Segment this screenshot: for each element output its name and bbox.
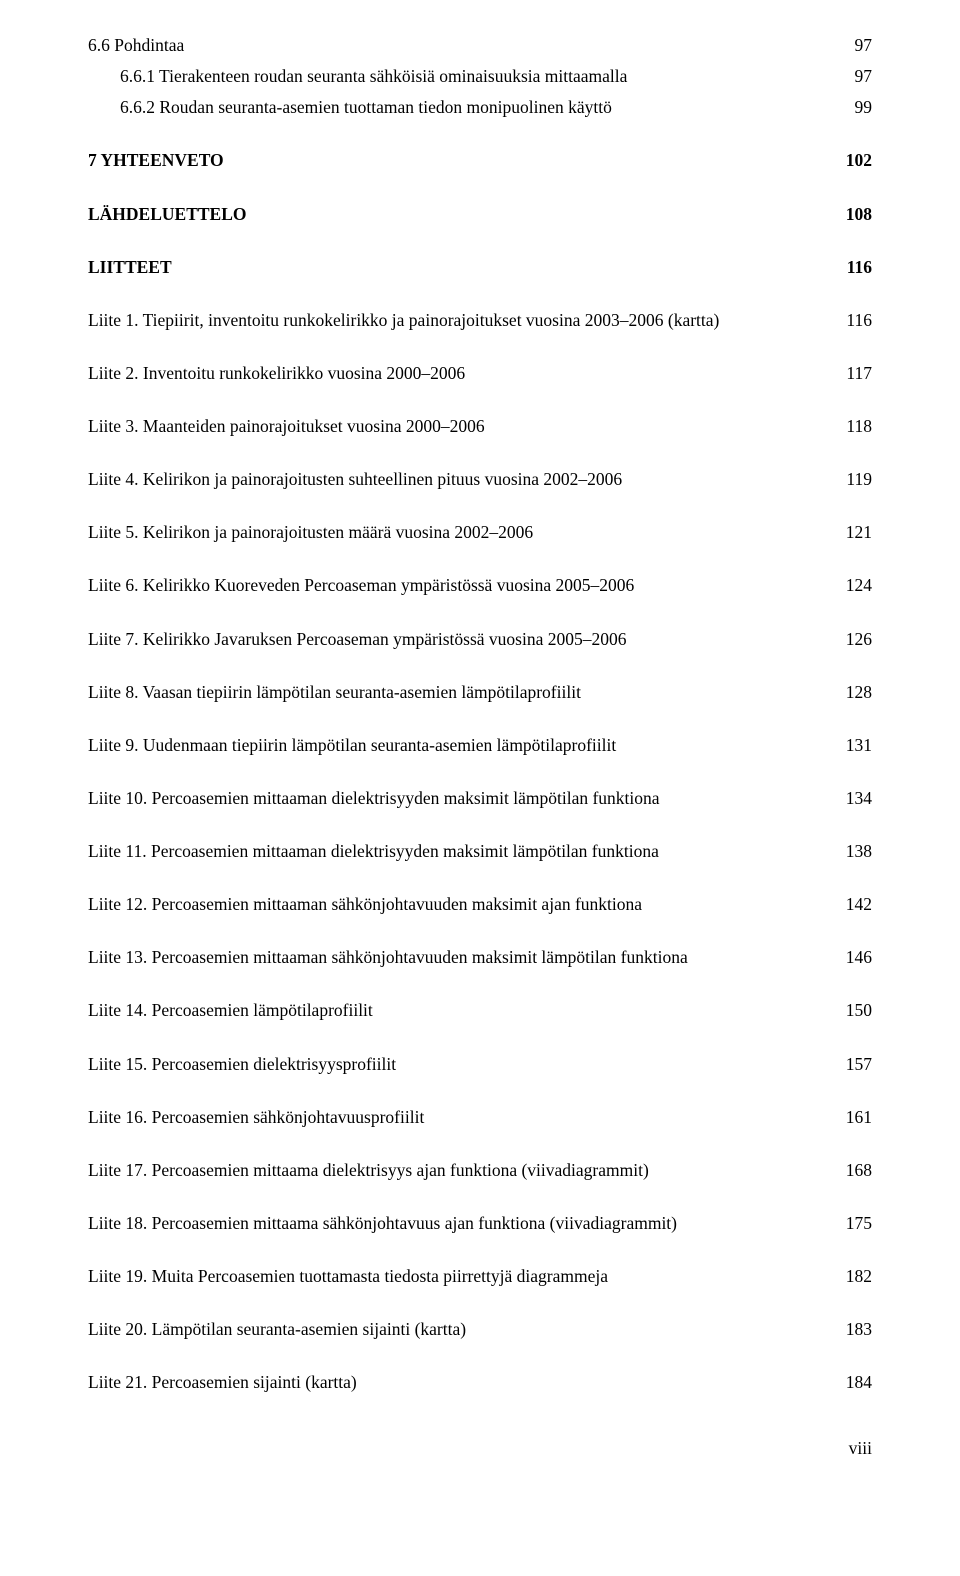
toc-entry-page: 184 bbox=[846, 1369, 872, 1396]
toc-entry: Liite 8. Vaasan tiepiirin lämpötilan seu… bbox=[88, 679, 872, 706]
toc-entry-page: 118 bbox=[846, 413, 872, 440]
toc-entry: Liite 13. Percoasemien mittaaman sähkönj… bbox=[88, 944, 872, 971]
table-of-contents: 6.6 Pohdintaa976.6.1 Tierakenteen roudan… bbox=[88, 32, 872, 1396]
toc-entry-page: 150 bbox=[846, 997, 872, 1024]
toc-entry: 7 YHTEENVETO102 bbox=[88, 147, 872, 174]
toc-entry: Liite 17. Percoasemien mittaama dielektr… bbox=[88, 1157, 872, 1184]
toc-entry-page: 97 bbox=[855, 63, 873, 90]
toc-entry-page: 124 bbox=[846, 572, 872, 599]
toc-entry: Liite 2. Inventoitu runkokelirikko vuosi… bbox=[88, 360, 872, 387]
toc-entry-page: 134 bbox=[846, 785, 872, 812]
toc-entry-label: Liite 8. Vaasan tiepiirin lämpötilan seu… bbox=[88, 679, 846, 706]
toc-entry-page: 168 bbox=[846, 1157, 872, 1184]
toc-entry-label: Liite 4. Kelirikon ja painorajoitusten s… bbox=[88, 466, 846, 493]
toc-entry-page: 146 bbox=[846, 944, 872, 971]
toc-entry: 6.6.1 Tierakenteen roudan seuranta sähkö… bbox=[88, 63, 872, 90]
toc-entry-page: 97 bbox=[855, 32, 873, 59]
page-number-footer: viii bbox=[88, 1438, 872, 1459]
toc-entry-page: 116 bbox=[846, 307, 872, 334]
toc-entry-label: Liite 17. Percoasemien mittaama dielektr… bbox=[88, 1157, 846, 1184]
toc-entry-page: 138 bbox=[846, 838, 872, 865]
toc-entry-label: LIITTEET bbox=[88, 254, 847, 281]
toc-entry-page: 99 bbox=[855, 94, 873, 121]
toc-entry-label: Liite 16. Percoasemien sähkönjohtavuuspr… bbox=[88, 1104, 846, 1131]
toc-entry: Liite 6. Kelirikko Kuoreveden Percoasema… bbox=[88, 572, 872, 599]
toc-entry: Liite 12. Percoasemien mittaaman sähkönj… bbox=[88, 891, 872, 918]
toc-entry-label: Liite 7. Kelirikko Javaruksen Percoasema… bbox=[88, 626, 846, 653]
toc-entry: LÄHDELUETTELO108 bbox=[88, 201, 872, 228]
toc-entry-page: 182 bbox=[846, 1263, 872, 1290]
toc-entry-label: Liite 5. Kelirikon ja painorajoitusten m… bbox=[88, 519, 846, 546]
toc-entry-label: Liite 9. Uudenmaan tiepiirin lämpötilan … bbox=[88, 732, 846, 759]
toc-entry-label: Liite 13. Percoasemien mittaaman sähkönj… bbox=[88, 944, 846, 971]
toc-entry-page: 175 bbox=[846, 1210, 872, 1237]
toc-entry-label: Liite 20. Lämpötilan seuranta-asemien si… bbox=[88, 1316, 846, 1343]
toc-entry-page: 142 bbox=[846, 891, 872, 918]
toc-entry: Liite 18. Percoasemien mittaama sähkönjo… bbox=[88, 1210, 872, 1237]
toc-entry: LIITTEET116 bbox=[88, 254, 872, 281]
toc-entry-label: 6.6 Pohdintaa bbox=[88, 32, 855, 59]
toc-entry: Liite 4. Kelirikon ja painorajoitusten s… bbox=[88, 466, 872, 493]
toc-entry-label: Liite 15. Percoasemien dielektrisyysprof… bbox=[88, 1051, 846, 1078]
toc-entry: 6.6.2 Roudan seuranta-asemien tuottaman … bbox=[88, 94, 872, 121]
toc-entry: Liite 1. Tiepiirit, inventoitu runkokeli… bbox=[88, 307, 872, 334]
toc-entry: Liite 7. Kelirikko Javaruksen Percoasema… bbox=[88, 626, 872, 653]
toc-entry: Liite 19. Muita Percoasemien tuottamasta… bbox=[88, 1263, 872, 1290]
toc-entry: 6.6 Pohdintaa97 bbox=[88, 32, 872, 59]
toc-entry-label: Liite 2. Inventoitu runkokelirikko vuosi… bbox=[88, 360, 846, 387]
toc-entry-label: LÄHDELUETTELO bbox=[88, 201, 846, 228]
toc-entry: Liite 10. Percoasemien mittaaman dielekt… bbox=[88, 785, 872, 812]
toc-entry-label: Liite 1. Tiepiirit, inventoitu runkokeli… bbox=[88, 307, 846, 334]
toc-entry-page: 161 bbox=[846, 1104, 872, 1131]
toc-entry: Liite 20. Lämpötilan seuranta-asemien si… bbox=[88, 1316, 872, 1343]
toc-entry-page: 128 bbox=[846, 679, 872, 706]
toc-entry: Liite 3. Maanteiden painorajoitukset vuo… bbox=[88, 413, 872, 440]
toc-entry-page: 116 bbox=[847, 254, 872, 281]
toc-entry: Liite 21. Percoasemien sijainti (kartta)… bbox=[88, 1369, 872, 1396]
toc-entry: Liite 14. Percoasemien lämpötilaprofiili… bbox=[88, 997, 872, 1024]
toc-entry-label: Liite 18. Percoasemien mittaama sähkönjo… bbox=[88, 1210, 846, 1237]
toc-entry-label: Liite 11. Percoasemien mittaaman dielekt… bbox=[88, 838, 846, 865]
toc-entry-page: 183 bbox=[846, 1316, 872, 1343]
toc-entry-label: Liite 19. Muita Percoasemien tuottamasta… bbox=[88, 1263, 846, 1290]
toc-entry-page: 102 bbox=[846, 147, 872, 174]
toc-entry-label: Liite 12. Percoasemien mittaaman sähkönj… bbox=[88, 891, 846, 918]
toc-entry-label: Liite 3. Maanteiden painorajoitukset vuo… bbox=[88, 413, 846, 440]
toc-entry-label: Liite 10. Percoasemien mittaaman dielekt… bbox=[88, 785, 846, 812]
toc-entry-label: 6.6.1 Tierakenteen roudan seuranta sähkö… bbox=[120, 63, 855, 90]
toc-entry-page: 108 bbox=[846, 201, 872, 228]
toc-entry: Liite 9. Uudenmaan tiepiirin lämpötilan … bbox=[88, 732, 872, 759]
toc-entry: Liite 11. Percoasemien mittaaman dielekt… bbox=[88, 838, 872, 865]
toc-entry-page: 131 bbox=[846, 732, 872, 759]
toc-entry-page: 117 bbox=[846, 360, 872, 387]
toc-entry-label: 7 YHTEENVETO bbox=[88, 147, 846, 174]
toc-entry-label: 6.6.2 Roudan seuranta-asemien tuottaman … bbox=[120, 94, 855, 121]
toc-entry-page: 121 bbox=[846, 519, 872, 546]
toc-entry-page: 157 bbox=[846, 1051, 872, 1078]
toc-entry: Liite 5. Kelirikon ja painorajoitusten m… bbox=[88, 519, 872, 546]
toc-entry: Liite 15. Percoasemien dielektrisyysprof… bbox=[88, 1051, 872, 1078]
toc-entry-label: Liite 21. Percoasemien sijainti (kartta) bbox=[88, 1369, 846, 1396]
toc-entry-page: 119 bbox=[846, 466, 872, 493]
toc-entry-label: Liite 6. Kelirikko Kuoreveden Percoasema… bbox=[88, 572, 846, 599]
toc-entry-label: Liite 14. Percoasemien lämpötilaprofiili… bbox=[88, 997, 846, 1024]
toc-entry: Liite 16. Percoasemien sähkönjohtavuuspr… bbox=[88, 1104, 872, 1131]
toc-entry-page: 126 bbox=[846, 626, 872, 653]
